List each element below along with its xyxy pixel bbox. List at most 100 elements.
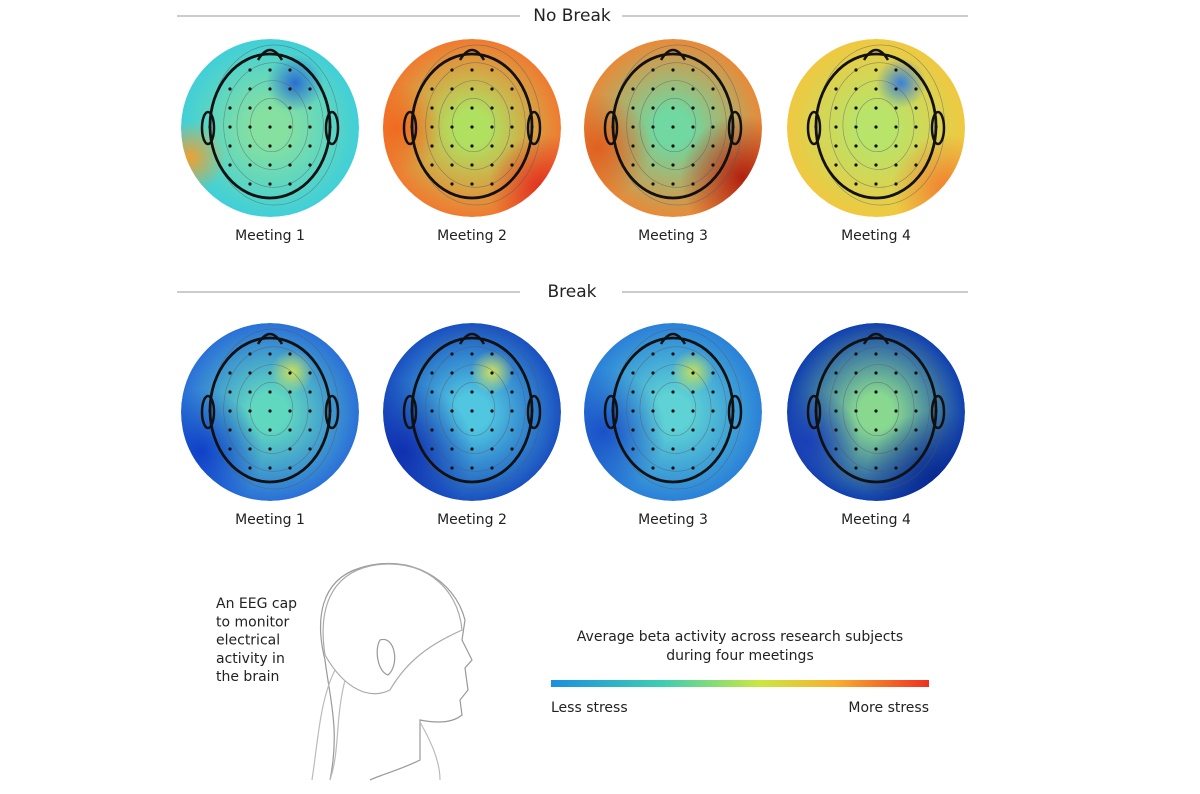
electrode <box>490 106 494 110</box>
map-blob <box>787 388 860 496</box>
electrode <box>611 409 615 413</box>
electrode <box>651 106 655 110</box>
electrode <box>671 352 675 356</box>
electrode <box>854 447 858 451</box>
electrode <box>691 182 695 186</box>
electrode <box>248 409 252 413</box>
electrode <box>430 163 434 167</box>
electrode <box>470 87 474 91</box>
electrode <box>308 163 312 167</box>
electrode <box>470 182 474 186</box>
electrode <box>874 87 878 91</box>
electrode <box>288 68 292 72</box>
electrode <box>450 466 454 470</box>
head-ear <box>200 394 216 430</box>
electrode <box>914 428 918 432</box>
electrode <box>288 87 292 91</box>
electrode <box>671 371 675 375</box>
map-label: Meeting 1 <box>235 512 305 528</box>
head-nose <box>659 48 687 61</box>
electrode <box>268 428 272 432</box>
contour <box>451 98 496 153</box>
electrode <box>248 390 252 394</box>
electrode <box>308 144 312 148</box>
electrode <box>308 87 312 91</box>
contour <box>639 80 712 170</box>
contour <box>855 98 900 153</box>
electrode <box>874 352 878 356</box>
electrode <box>731 409 735 413</box>
electrode <box>208 125 212 129</box>
electrode <box>894 371 898 375</box>
electrode <box>470 125 474 129</box>
electrode <box>651 409 655 413</box>
electrode <box>268 87 272 91</box>
topo-map <box>383 323 561 501</box>
topo-map <box>181 323 359 501</box>
electrode <box>430 409 434 413</box>
head-nose <box>862 332 890 345</box>
cap <box>322 563 463 695</box>
electrode <box>691 352 695 356</box>
electrode <box>691 68 695 72</box>
electrode <box>228 125 232 129</box>
electrode <box>894 466 898 470</box>
electrode <box>450 447 454 451</box>
electrode <box>510 163 514 167</box>
electrode <box>711 371 715 375</box>
eeg-illustration <box>311 562 473 781</box>
map-blob <box>584 94 652 202</box>
electrode <box>510 125 514 129</box>
electrode <box>711 447 715 451</box>
topo-map <box>181 39 359 217</box>
electrode <box>268 125 272 129</box>
contour <box>652 98 697 153</box>
electrode <box>228 409 232 413</box>
electrode <box>450 144 454 148</box>
cables <box>311 669 441 781</box>
electrode <box>308 125 312 129</box>
electrode <box>248 163 252 167</box>
electrode <box>894 390 898 394</box>
electrode <box>490 371 494 375</box>
electrode <box>268 447 272 451</box>
electrode <box>490 390 494 394</box>
contour <box>451 381 496 436</box>
contour <box>425 346 526 472</box>
electrode <box>854 371 858 375</box>
electrode <box>894 352 898 356</box>
electrode <box>288 371 292 375</box>
electrode <box>934 125 938 129</box>
electrode <box>490 352 494 356</box>
electrode <box>631 106 635 110</box>
electrode <box>450 68 454 72</box>
electrode <box>470 352 474 356</box>
map-label: Meeting 3 <box>638 228 708 244</box>
electrode <box>288 428 292 432</box>
electrode <box>268 390 272 394</box>
electrode <box>470 144 474 148</box>
electrode <box>450 182 454 186</box>
topo-map <box>584 39 762 217</box>
electrode <box>268 466 272 470</box>
caption-line: to monitor <box>216 614 290 630</box>
map-blob <box>266 54 324 112</box>
electrode <box>248 428 252 432</box>
electrode <box>631 409 635 413</box>
electrode <box>671 447 675 451</box>
electrode <box>308 106 312 110</box>
electrode <box>651 68 655 72</box>
head-nose <box>256 48 284 61</box>
contour <box>236 80 309 170</box>
map-label: Meeting 4 <box>841 512 911 528</box>
electrode <box>854 144 858 148</box>
electrode <box>854 68 858 72</box>
electrode <box>934 409 938 413</box>
electrode <box>288 447 292 451</box>
electrode <box>490 163 494 167</box>
electrode <box>691 409 695 413</box>
electrode <box>874 447 878 451</box>
contour <box>652 381 697 436</box>
electrode <box>651 428 655 432</box>
